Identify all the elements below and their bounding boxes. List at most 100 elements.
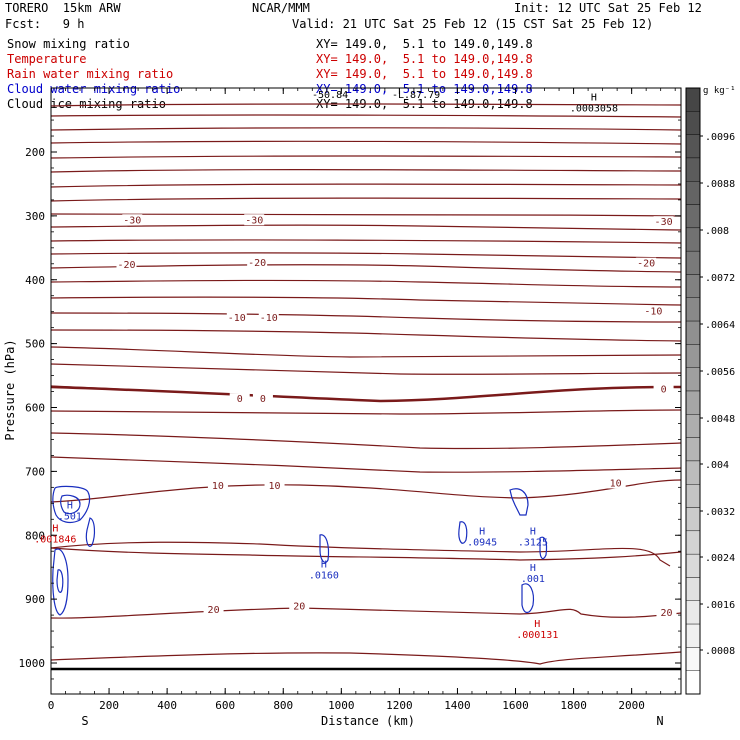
colorbar-tick-label: .0032 <box>705 507 735 518</box>
field-name-temperature: Temperature <box>7 52 87 66</box>
colorbar-segment <box>685 553 701 578</box>
field-range-temperature: XY= 149.0, 5.1 to 149.0,149.8 <box>316 52 533 66</box>
x-tick-label: 1400 <box>444 699 471 712</box>
temperature-contour-line <box>50 279 682 288</box>
field-name-rain: Rain water mixing ratio <box>7 67 174 81</box>
x-axis-label: Distance (km) <box>321 714 415 728</box>
contour-label-bg <box>203 603 224 615</box>
colorbar-unit: g kg⁻¹ <box>703 86 736 96</box>
colorbar-segment <box>685 250 701 275</box>
temperature-contour-label: 0 <box>237 394 243 405</box>
temperature-contour-line <box>50 547 682 561</box>
cloud-water-contours <box>52 485 548 616</box>
colorbar-segment <box>685 414 701 438</box>
colorbar-segment <box>685 530 701 555</box>
colorbar-segment <box>685 344 701 368</box>
field-range-rain: XY= 149.0, 5.1 to 149.0,149.8 <box>316 67 533 81</box>
temperature-contour-line <box>50 296 682 306</box>
x-tick-label: 600 <box>215 699 235 712</box>
temperature-contour-label: -20 <box>117 260 135 271</box>
temperature-contour-line <box>50 140 682 145</box>
top-contour-label: -L.87.79 <box>392 90 440 101</box>
x-tick-label: 1800 <box>560 699 587 712</box>
colorbar-tick-label: .0056 <box>705 367 735 378</box>
colorbar-tick-label: .0088 <box>705 179 735 190</box>
cloud-water-contour-line <box>85 517 96 547</box>
temperature-contour-line <box>50 127 682 131</box>
extremum-marker: H <box>67 500 73 511</box>
contour-label-bg <box>252 393 273 405</box>
temperature-contour-line <box>50 114 682 118</box>
contour-label-bg <box>258 311 279 323</box>
forecast-hour: Fcst: 9 h <box>5 17 85 31</box>
x-tick-label: 200 <box>99 699 119 712</box>
model-title: TORERO 15km ARW <box>5 1 121 15</box>
colorbar-segment <box>685 623 701 648</box>
temperature-contour-label: -30 <box>655 217 673 228</box>
temperature-contour-label: 10 <box>269 481 281 492</box>
colorbar-tick-label: .008 <box>705 226 729 237</box>
temperature-contour-label: 20 <box>660 608 672 619</box>
temperature-contour-line <box>50 169 682 173</box>
top-contour-label: -50.84 <box>312 90 348 101</box>
temperature-contour-label: -10 <box>260 313 278 324</box>
y-axis-label: Pressure (hPa) <box>3 339 17 440</box>
colorbar-tick-label: .0024 <box>705 553 735 564</box>
zero-isotherm-line <box>50 385 682 403</box>
colorbar-segment <box>685 297 701 322</box>
temperature-contour-line <box>50 183 682 188</box>
colorbar-segment <box>685 577 701 601</box>
cloud-water-contour-line <box>56 569 64 593</box>
field-name-cloud-water: Cloud water mixing ratio <box>7 82 181 96</box>
y-tick-label: 400 <box>25 274 45 287</box>
temperature-contour-label: 20 <box>208 605 220 616</box>
contour-label-bg <box>226 311 247 323</box>
colorbar-segment <box>685 111 701 135</box>
colorbar-tick-label: .0072 <box>705 273 735 284</box>
cloud-water-contour-line <box>52 548 69 616</box>
temperature-contour-label: 0 <box>661 385 667 396</box>
contour-label-bg <box>653 383 674 395</box>
contour-label-bg <box>122 214 143 226</box>
cloud-water-contour-line <box>521 583 535 614</box>
cloud-water-contour-line <box>52 485 91 524</box>
colorbar-tick-label: .004 <box>705 460 729 471</box>
temperature-contour-label: 0 <box>260 394 266 405</box>
contour-label-bg <box>656 607 677 619</box>
contour-label-bg <box>116 258 137 270</box>
temperature-contour-line <box>50 312 682 323</box>
y-tick-label: 900 <box>25 593 45 606</box>
x-tick-label: 0 <box>48 699 55 712</box>
x-tick-label: 1200 <box>386 699 413 712</box>
temperature-contour-line <box>50 197 682 202</box>
colorbar: .0096 .0088 .008 .0072 .0064 .0056 .0048 .004 .0… <box>685 87 735 695</box>
colorbar-segment <box>685 204 701 229</box>
temperature-contour-label: -30 <box>123 215 141 226</box>
colorbar-tick-label: .0064 <box>705 320 735 331</box>
direction-label-south: S <box>81 714 88 728</box>
extremum-marker: H <box>479 526 485 537</box>
temperature-contour-line <box>50 607 682 619</box>
extremum-marker: H <box>52 523 58 534</box>
extremum-value: .0003058 <box>570 104 618 115</box>
temperature-contour-label: 20 <box>293 602 305 613</box>
colorbar-segment <box>685 390 701 415</box>
temperature-contour-label: -20 <box>637 259 655 270</box>
temperature-contour-line <box>50 432 682 450</box>
y-tick-label: 500 <box>25 338 45 351</box>
axes: 0 200 400 600 800 1000 1200 1400 1600 1800 2000200… <box>19 88 681 712</box>
extremum-value: .001846 <box>34 534 76 545</box>
contour-labels: -30 -30 -30 -20 -20 -20 -10 -10 -10 0 0 0 10 10 10 20 20… <box>34 90 677 641</box>
field-name-snow: Snow mixing ratio <box>7 37 130 51</box>
contour-label-bg <box>229 393 250 405</box>
extremum-marker: H <box>530 526 536 537</box>
temperature-contour-line <box>50 264 682 273</box>
temperature-contour-line <box>50 155 682 159</box>
colorbar-segment <box>685 484 701 508</box>
temperature-contour-label: 10 <box>212 481 224 492</box>
temperature-contour-label: -30 <box>245 215 263 226</box>
colorbar-segment <box>685 460 701 485</box>
contour-label-bg <box>636 257 657 269</box>
init-time: Init: 12 UTC Sat 25 Feb 12 <box>514 1 702 15</box>
